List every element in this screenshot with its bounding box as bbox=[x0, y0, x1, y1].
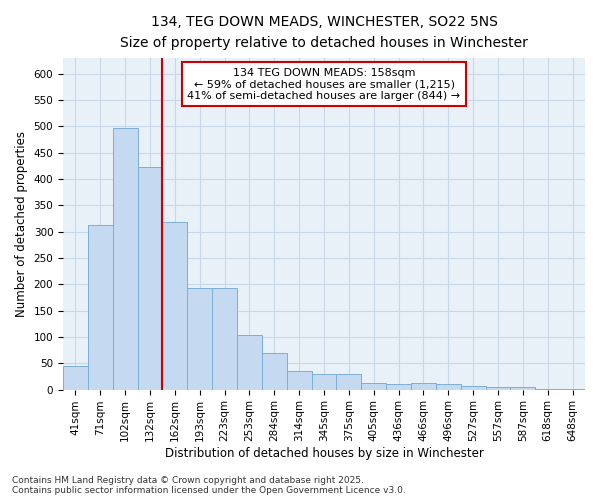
Bar bbox=[212, 288, 237, 390]
Bar bbox=[411, 384, 436, 390]
Title: 134, TEG DOWN MEADS, WINCHESTER, SO22 5NS
Size of property relative to detached : 134, TEG DOWN MEADS, WINCHESTER, SO22 5N… bbox=[120, 15, 528, 50]
Text: Contains HM Land Registry data © Crown copyright and database right 2025.
Contai: Contains HM Land Registry data © Crown c… bbox=[12, 476, 406, 495]
Bar bbox=[262, 352, 287, 390]
Bar bbox=[560, 389, 585, 390]
Bar bbox=[137, 167, 163, 390]
Bar bbox=[337, 374, 361, 390]
Bar bbox=[187, 288, 212, 390]
Bar bbox=[237, 335, 262, 390]
Y-axis label: Number of detached properties: Number of detached properties bbox=[15, 130, 28, 316]
Bar bbox=[386, 384, 411, 390]
X-axis label: Distribution of detached houses by size in Winchester: Distribution of detached houses by size … bbox=[164, 447, 484, 460]
Text: 134 TEG DOWN MEADS: 158sqm
← 59% of detached houses are smaller (1,215)
41% of s: 134 TEG DOWN MEADS: 158sqm ← 59% of deta… bbox=[187, 68, 461, 101]
Bar bbox=[361, 382, 386, 390]
Bar bbox=[511, 388, 535, 390]
Bar bbox=[461, 386, 485, 390]
Bar bbox=[485, 388, 511, 390]
Bar bbox=[63, 366, 88, 390]
Bar bbox=[88, 224, 113, 390]
Bar bbox=[113, 128, 137, 390]
Bar bbox=[163, 222, 187, 390]
Bar bbox=[535, 388, 560, 390]
Bar bbox=[311, 374, 337, 390]
Bar bbox=[287, 370, 311, 390]
Bar bbox=[436, 384, 461, 390]
